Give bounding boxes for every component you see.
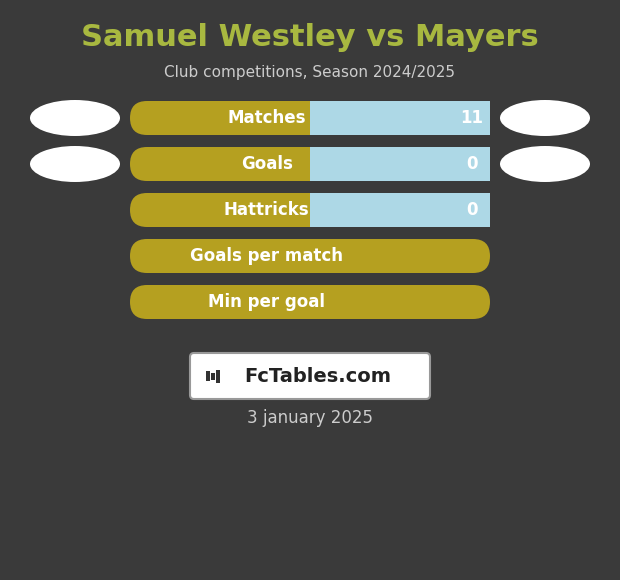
Bar [206, 371, 210, 381]
FancyBboxPatch shape [310, 101, 490, 135]
Text: Samuel Westley vs Mayers: Samuel Westley vs Mayers [81, 24, 539, 53]
Ellipse shape [500, 100, 590, 136]
Text: Hattricks: Hattricks [224, 201, 309, 219]
FancyBboxPatch shape [130, 193, 490, 227]
Ellipse shape [500, 146, 590, 182]
Text: 0: 0 [466, 155, 478, 173]
Text: Matches: Matches [228, 109, 306, 127]
Bar [310, 101, 490, 135]
Bar [310, 147, 490, 181]
Bar [211, 372, 215, 379]
Bar [310, 193, 490, 227]
Text: FcTables.com: FcTables.com [244, 367, 391, 386]
Text: Min per goal: Min per goal [208, 293, 326, 311]
Ellipse shape [30, 146, 120, 182]
FancyBboxPatch shape [310, 147, 490, 181]
Text: Goals: Goals [241, 155, 293, 173]
FancyBboxPatch shape [130, 285, 490, 319]
Text: Club competitions, Season 2024/2025: Club competitions, Season 2024/2025 [164, 64, 456, 79]
FancyBboxPatch shape [130, 147, 490, 181]
FancyBboxPatch shape [130, 239, 490, 273]
Bar [216, 369, 219, 382]
Text: 3 january 2025: 3 january 2025 [247, 409, 373, 427]
Text: 0: 0 [466, 201, 478, 219]
FancyBboxPatch shape [130, 101, 490, 135]
Ellipse shape [30, 100, 120, 136]
Text: Goals per match: Goals per match [190, 247, 343, 265]
FancyBboxPatch shape [310, 193, 490, 227]
Text: 11: 11 [461, 109, 484, 127]
FancyBboxPatch shape [190, 353, 430, 399]
